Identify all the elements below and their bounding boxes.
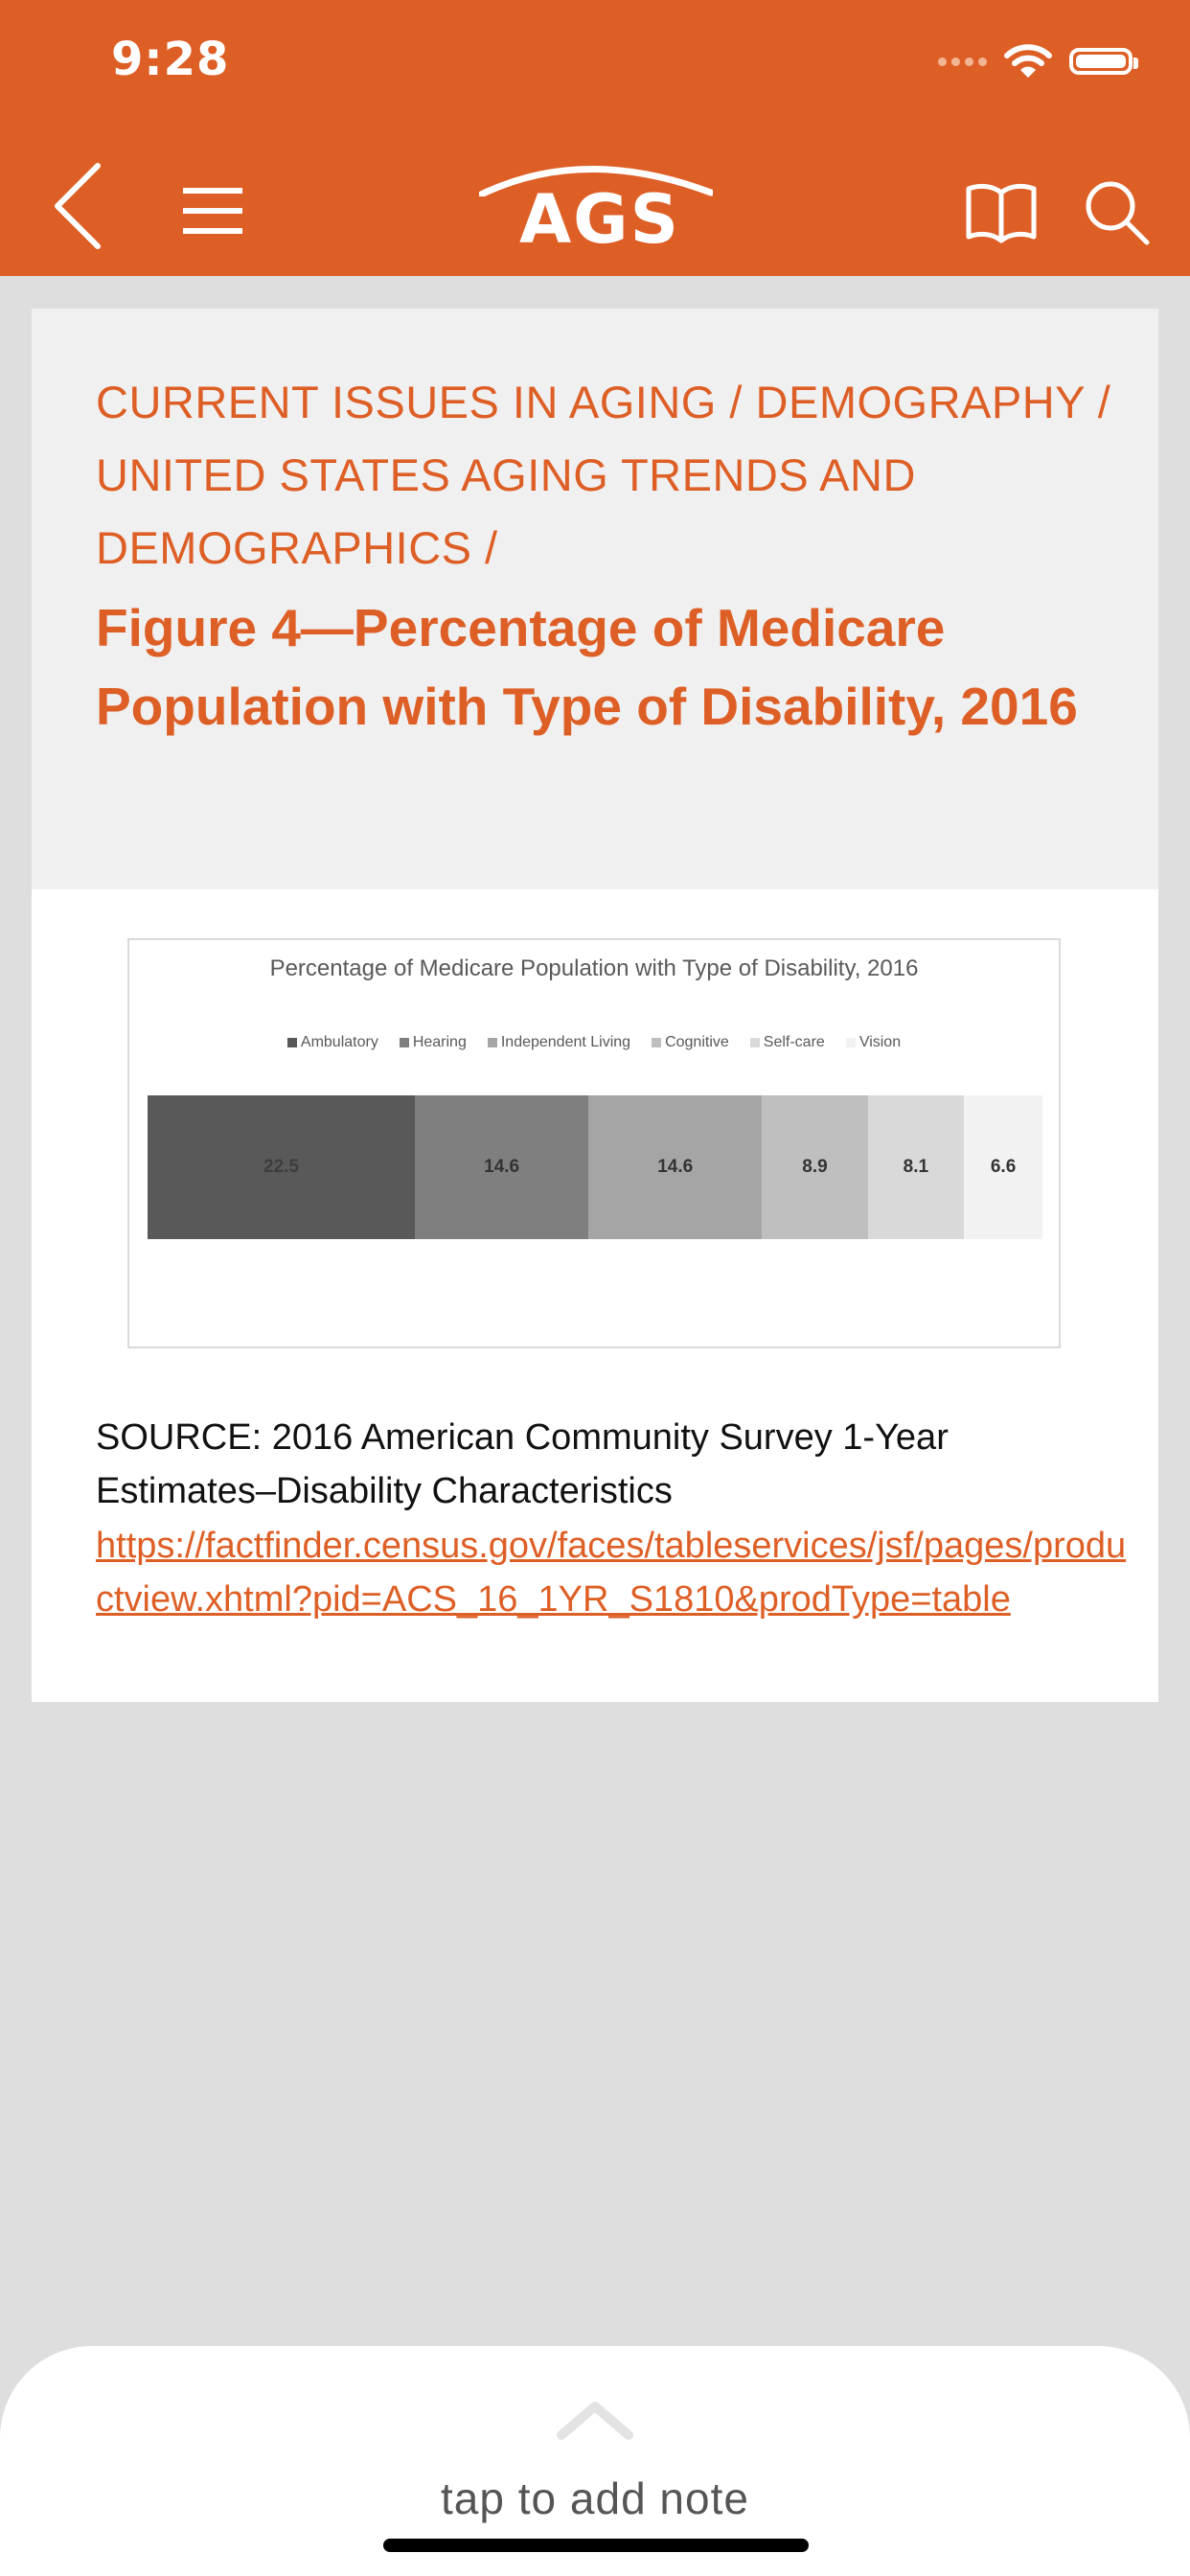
menu-button[interactable] <box>172 172 253 249</box>
article-card: CURRENT ISSUES IN AGING / DEMOGRAPHY / U… <box>32 309 1158 1702</box>
bar-segment: 8.9 <box>762 1095 868 1239</box>
data-label: 14.6 <box>484 1157 520 1177</box>
legend-label: Ambulatory <box>300 1034 378 1050</box>
back-button[interactable] <box>38 158 115 254</box>
legend-swatch <box>487 1038 497 1047</box>
legend-swatch <box>286 1038 297 1047</box>
home-indicator <box>383 2539 809 2552</box>
app-header: 9:28 AGS <box>0 0 1190 276</box>
search-button[interactable] <box>1073 169 1159 255</box>
legend-item: Cognitive <box>652 1034 729 1051</box>
breadcrumb[interactable]: CURRENT ISSUES IN AGING / DEMOGRAPHY / U… <box>96 377 1111 573</box>
legend-label: Cognitive <box>665 1034 729 1050</box>
legend-label: Hearing <box>412 1034 467 1050</box>
data-label: 6.6 <box>990 1157 1017 1177</box>
legend-label: Self-care <box>763 1034 825 1050</box>
search-icon <box>1086 181 1150 245</box>
legend-item: Hearing <box>399 1034 467 1051</box>
legend-label: Vision <box>858 1034 902 1050</box>
chevron-left-icon <box>55 163 101 249</box>
legend-item: Ambulatory <box>286 1034 378 1051</box>
chart-title: Percentage of Medicare Population with T… <box>269 955 919 981</box>
data-label: 14.6 <box>657 1157 694 1177</box>
stacked-bar: 22.5 14.6 14.6 8.9 8.1 6.6 <box>148 1095 1042 1239</box>
legend-swatch <box>845 1038 856 1047</box>
legend-swatch <box>749 1038 760 1047</box>
bar-segment: 14.6 <box>415 1095 589 1239</box>
title-panel: CURRENT ISSUES IN AGING / DEMOGRAPHY / U… <box>32 309 1158 889</box>
add-note-sheet[interactable]: tap to add note <box>0 2346 1190 2576</box>
legend-swatch <box>399 1038 409 1047</box>
ags-logo: AGS <box>519 180 681 259</box>
legend-label: Independent Living <box>500 1034 631 1050</box>
data-label: 22.5 <box>263 1157 300 1177</box>
source-text: SOURCE: 2016 American Community Survey 1… <box>96 1417 949 1511</box>
ags-logo-arc <box>479 166 713 196</box>
table-of-contents-button[interactable] <box>958 171 1044 257</box>
book-icon <box>966 183 1037 243</box>
status-indicators <box>938 38 1138 84</box>
bar-segment: 14.6 <box>588 1095 763 1239</box>
cellular-signal-icon <box>938 57 987 66</box>
page-title: Figure 4—Percentage of Medicare Populati… <box>96 598 1078 736</box>
bar-segment: 8.1 <box>867 1095 965 1239</box>
chart-legend: Ambulatory Hearing Independent Living Cogni… <box>129 1034 1059 1051</box>
add-note-label: tap to add note <box>441 2473 749 2523</box>
legend-item: Self-care <box>749 1034 825 1051</box>
chart[interactable]: Percentage of Medicare Population with T… <box>127 938 1061 1348</box>
status-time: 9:28 <box>111 33 230 86</box>
legend-item: Vision <box>845 1034 902 1051</box>
chevron-up-icon <box>557 2402 633 2440</box>
hamburger-menu-icon <box>183 188 242 234</box>
battery-icon <box>1069 48 1138 75</box>
wifi-icon <box>1004 44 1052 78</box>
bar-segment: 22.5 <box>148 1095 416 1239</box>
legend-swatch <box>652 1038 662 1047</box>
data-label: 8.1 <box>903 1157 929 1177</box>
data-label: 8.9 <box>802 1157 828 1177</box>
source-link[interactable]: https://factfinder.census.gov/faces/tabl… <box>96 1526 1127 1620</box>
bar-segment: 6.6 <box>964 1095 1042 1239</box>
legend-item: Independent Living <box>487 1034 631 1051</box>
